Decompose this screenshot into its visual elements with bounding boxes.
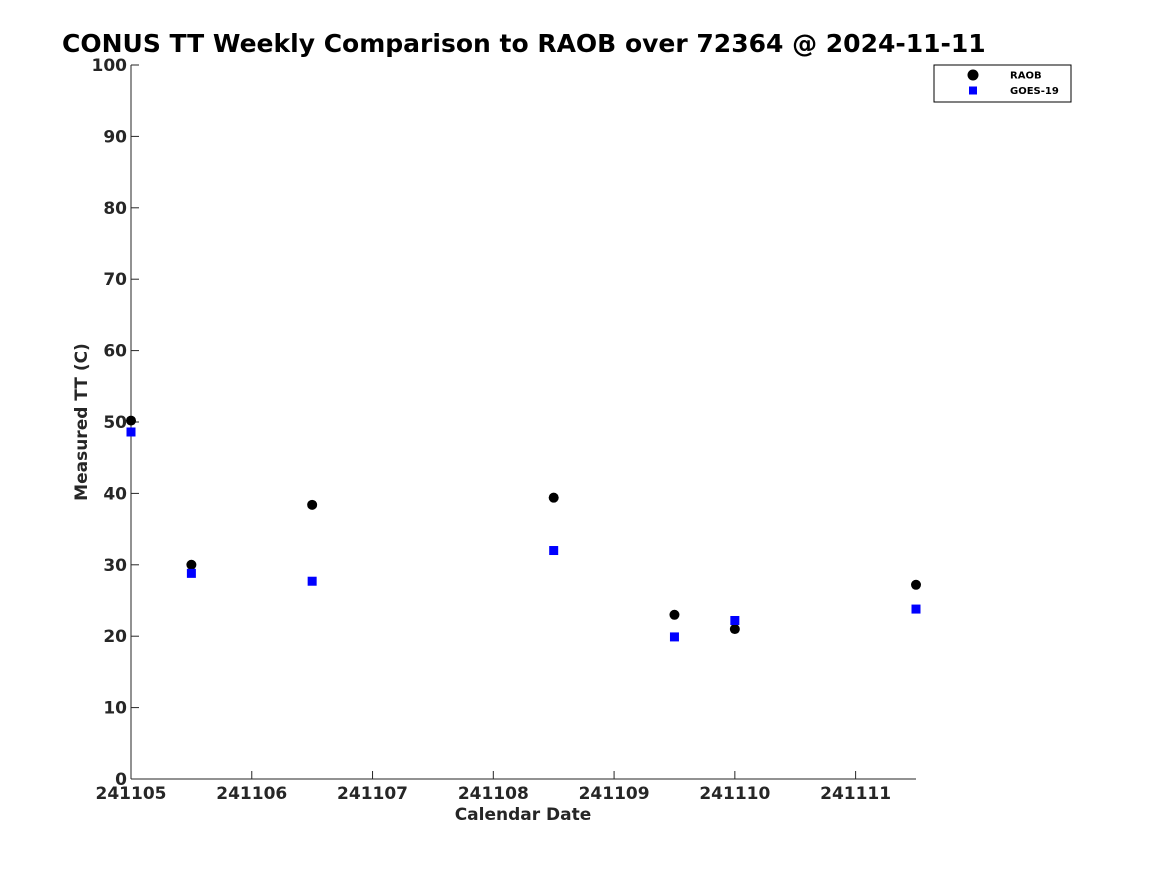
data-points bbox=[126, 415, 921, 642]
data-point bbox=[730, 615, 740, 625]
x-tick-label: 241108 bbox=[458, 784, 529, 804]
data-point bbox=[307, 576, 317, 586]
data-point bbox=[669, 609, 680, 620]
y-tick-label: 20 bbox=[103, 627, 127, 647]
x-axis-ticks: 241105 241106 241107 241108 241109 241110 2411… bbox=[96, 771, 891, 804]
x-tick-label: 241110 bbox=[699, 784, 770, 804]
x-axis-label: Calendar Date bbox=[455, 805, 592, 825]
legend: RAOB GOES-19 bbox=[933, 64, 1072, 103]
data-point bbox=[307, 499, 318, 510]
y-tick-label: 60 bbox=[103, 342, 127, 362]
data-point bbox=[911, 604, 921, 614]
y-tick-label: 0 bbox=[115, 770, 127, 790]
y-tick-label: 80 bbox=[103, 199, 127, 219]
y-tick-label: 50 bbox=[103, 413, 127, 433]
data-point bbox=[126, 415, 136, 426]
y-tick-label: 30 bbox=[103, 556, 127, 576]
x-tick-label: 241107 bbox=[337, 784, 408, 804]
legend-label: GOES-19 bbox=[1010, 86, 1059, 97]
x-tick-label: 241111 bbox=[820, 784, 891, 804]
data-point bbox=[186, 559, 197, 570]
data-point bbox=[548, 492, 559, 503]
data-point bbox=[729, 624, 740, 635]
y-axis-ticks: 0 10 20 30 40 50 60 70 80 90 100 bbox=[92, 56, 139, 790]
y-tick-label: 100 bbox=[92, 56, 128, 76]
data-point bbox=[669, 632, 679, 642]
x-tick-label: 241105 bbox=[96, 784, 167, 804]
y-tick-label: 10 bbox=[103, 699, 127, 719]
legend-marker bbox=[969, 86, 977, 95]
y-tick-label: 40 bbox=[103, 484, 127, 504]
data-point bbox=[549, 546, 559, 556]
data-point bbox=[911, 579, 921, 590]
data-point bbox=[186, 568, 196, 578]
legend-marker bbox=[967, 69, 979, 81]
y-axis-label: Measured TT (C) bbox=[72, 343, 92, 501]
chart-title: CONUS TT Weekly Comparison to RAOB over … bbox=[62, 29, 986, 58]
x-tick-label: 241109 bbox=[579, 784, 650, 804]
y-tick-label: 70 bbox=[103, 270, 127, 290]
x-tick-label: 241106 bbox=[216, 784, 287, 804]
series-raob bbox=[126, 415, 921, 635]
legend-label: RAOB bbox=[1010, 71, 1042, 82]
legend-box bbox=[933, 64, 1072, 103]
series-goes-19 bbox=[126, 427, 921, 642]
data-point bbox=[126, 427, 136, 437]
plot-axes bbox=[130, 65, 916, 780]
y-tick-label: 90 bbox=[103, 127, 127, 147]
